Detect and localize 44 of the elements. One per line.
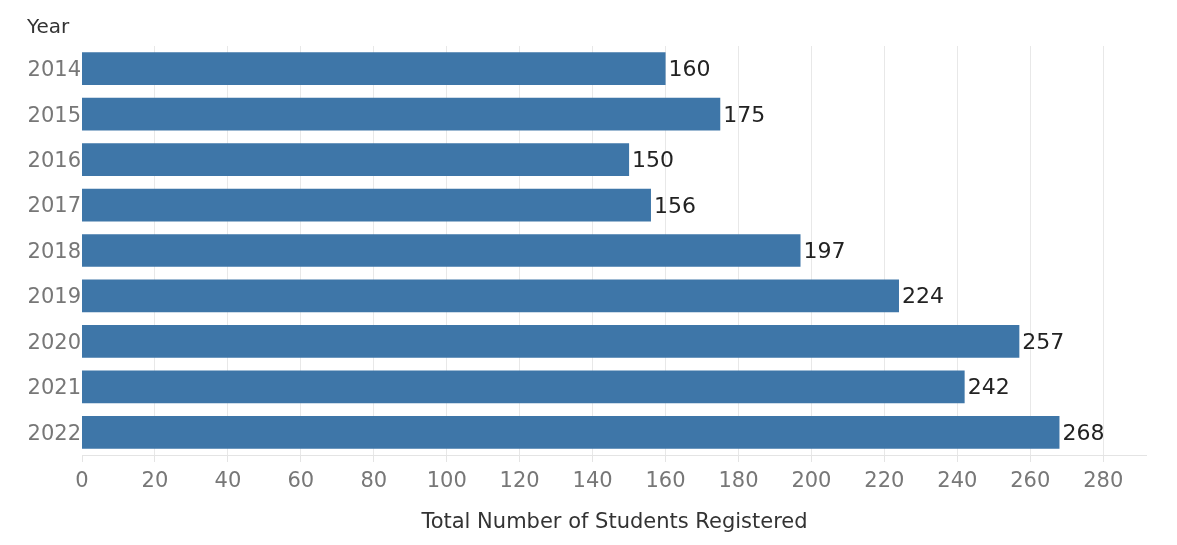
y-tick-label: 2021: [27, 375, 81, 400]
data-label: 156: [653, 192, 696, 218]
y-axis-title: Year: [26, 14, 71, 38]
x-tick-label: 0: [75, 468, 89, 493]
bar: [82, 143, 630, 176]
bar: [82, 52, 666, 86]
x-tick-label: 20: [141, 468, 169, 493]
x-tick-label: 180: [718, 468, 759, 493]
x-tick-label: 120: [499, 468, 540, 493]
bar: [82, 97, 721, 131]
y-tick-label: 2017: [27, 193, 81, 218]
bar: [82, 415, 1060, 449]
bar: [82, 370, 965, 404]
x-tick-label: 160: [645, 468, 686, 493]
x-tick-label: 280: [1083, 468, 1124, 493]
x-tick-label: 140: [572, 468, 613, 493]
x-tick-label: 100: [426, 468, 467, 493]
data-label: 150: [632, 147, 675, 173]
data-label: 197: [803, 238, 846, 263]
x-tick-label: 260: [1010, 468, 1051, 493]
data-label: 224: [901, 283, 944, 309]
y-tick-label: 2019: [27, 284, 81, 309]
data-label: 242: [967, 374, 1010, 400]
x-tick-label: 40: [214, 468, 242, 493]
data-label: 160: [668, 56, 711, 82]
y-tick-label: 2015: [27, 102, 81, 127]
data-label: 257: [1022, 328, 1065, 354]
x-tick-label: 240: [937, 468, 978, 493]
y-tick-label: 2022: [27, 420, 81, 445]
y-tick-label: 2014: [27, 57, 81, 82]
x-axis-title: Total Number of Students Registered: [420, 509, 808, 534]
y-tick-label: 2018: [27, 238, 81, 263]
y-tick-label: 2016: [27, 147, 81, 172]
x-tick-label: 80: [360, 468, 388, 493]
bar: [82, 234, 801, 267]
bar: [82, 279, 899, 313]
x-tick-label: 60: [287, 468, 315, 493]
data-label: 268: [1062, 419, 1105, 445]
x-tick-label: 220: [864, 468, 905, 493]
bar: [82, 325, 1020, 358]
bar: [82, 188, 651, 222]
x-tick-label: 200: [791, 468, 832, 493]
data-label: 175: [723, 101, 766, 127]
y-tick-label: 2020: [27, 329, 81, 354]
